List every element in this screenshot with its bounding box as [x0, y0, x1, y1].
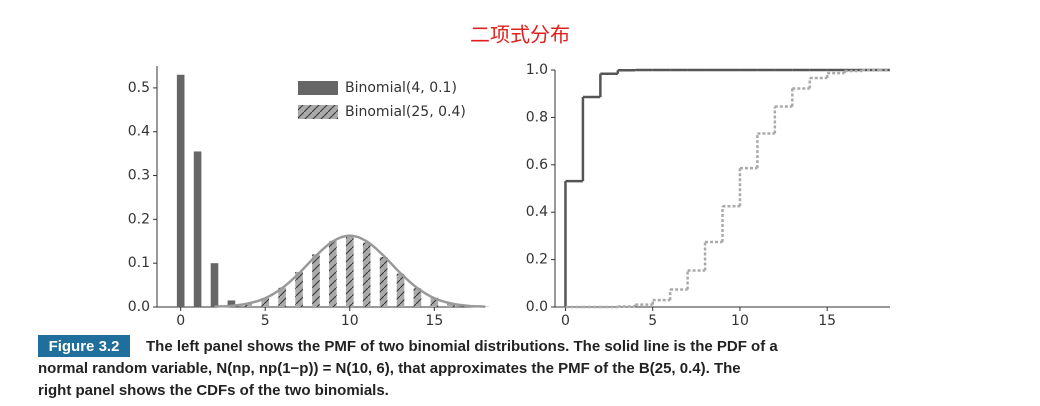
legend-swatch: [298, 81, 338, 95]
legend-hatch: [298, 105, 338, 119]
bar-hatch: [261, 298, 270, 307]
y-tick-label: 0.0: [128, 299, 150, 315]
bar-hatch: [345, 236, 354, 307]
bar: [210, 263, 219, 307]
x-tick-label: 5: [648, 313, 657, 329]
page-title: 二项式分布: [470, 23, 570, 47]
bar-hatch: [362, 242, 371, 307]
y-tick-label: 0.0: [526, 299, 548, 315]
caption-line: The left panel shows the PMF of two bino…: [146, 338, 778, 355]
caption-line: right panel shows the CDFs of the two bi…: [38, 382, 389, 399]
bar-hatch: [396, 273, 405, 307]
bar-hatch: [447, 303, 456, 307]
y-tick-label: 0.4: [128, 124, 150, 140]
bar-hatch: [312, 254, 320, 307]
x-tick-label: 15: [425, 313, 443, 329]
x-tick-label: 15: [818, 313, 836, 329]
x-tick-label: 10: [731, 313, 749, 329]
caption-line: normal random variable, N(np, np(1−p)) =…: [38, 360, 741, 377]
y-tick-label: 0.3: [128, 168, 150, 184]
bar-hatch: [295, 271, 303, 307]
legend-label: Binomial(25, 0.4): [345, 104, 466, 120]
bar-hatch: [278, 287, 286, 307]
y-tick-label: 0.1: [128, 255, 150, 271]
bar: [227, 300, 236, 307]
cdf-riser: [616, 70, 881, 307]
caption-label: Figure 3.2: [49, 338, 120, 355]
bar-hatch: [430, 297, 439, 307]
bar-hatch: [244, 303, 253, 307]
y-tick-label: 0.4: [526, 204, 548, 220]
y-tick-label: 0.8: [526, 109, 548, 125]
y-tick-label: 1.0: [526, 62, 548, 78]
y-tick-label: 0.5: [128, 80, 150, 96]
normal-curve: [214, 234, 486, 308]
bar-hatch: [413, 288, 422, 307]
legend-label: Binomial(4, 0.1): [345, 80, 457, 96]
caption-label-box: [38, 335, 130, 357]
bar: [193, 151, 202, 307]
bar-hatch: [329, 240, 337, 307]
x-tick-label: 10: [341, 313, 359, 329]
cdf-riser: [564, 70, 637, 307]
bar-hatch: [379, 257, 388, 307]
bar: [176, 74, 185, 307]
x-tick-label: 5: [261, 313, 270, 329]
x-tick-label: 0: [561, 313, 570, 329]
y-tick-label: 0.2: [526, 252, 548, 268]
y-tick-label: 0.6: [526, 157, 548, 173]
x-tick-label: 0: [176, 313, 185, 329]
y-tick-label: 0.2: [128, 211, 150, 227]
